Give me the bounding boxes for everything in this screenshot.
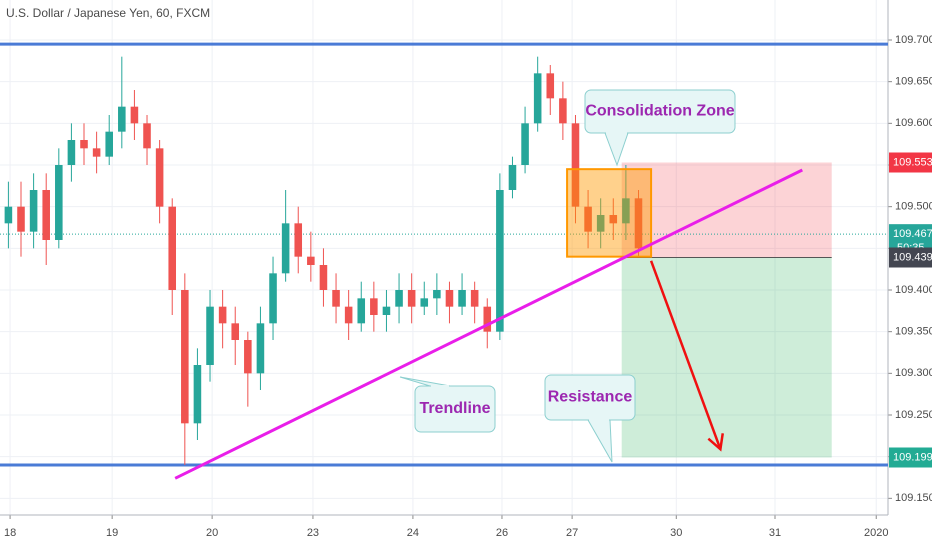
callout-box bbox=[584, 89, 736, 134]
candle-body bbox=[29, 190, 38, 232]
x-tick-label: 20 bbox=[206, 527, 218, 539]
candle-body bbox=[370, 298, 378, 315]
candle-body bbox=[470, 290, 479, 307]
consolidation-box bbox=[566, 168, 653, 258]
candle-body bbox=[206, 306, 214, 365]
candle-body bbox=[181, 290, 189, 424]
candle-body bbox=[4, 206, 13, 224]
x-tick-label: 26 bbox=[496, 527, 508, 539]
candle-body bbox=[319, 265, 328, 290]
y-tick-label: 109.150 bbox=[895, 492, 932, 504]
candle-body bbox=[231, 323, 240, 340]
price-label-box bbox=[889, 447, 932, 468]
candle-body bbox=[445, 290, 454, 307]
price-label-box bbox=[889, 247, 932, 268]
target-zone bbox=[621, 257, 832, 458]
price-label: 109.439 bbox=[893, 251, 932, 263]
candle-body bbox=[483, 306, 492, 332]
price-label: 109.553 bbox=[893, 156, 932, 168]
y-tick-label: 109.700 bbox=[895, 34, 932, 46]
callout-text: Consolidation Zone bbox=[585, 103, 734, 120]
candle-body bbox=[622, 198, 630, 224]
candle-body bbox=[307, 256, 315, 265]
candle-body bbox=[42, 190, 50, 240]
candle-body bbox=[496, 190, 504, 332]
x-tick-label: 24 bbox=[407, 527, 419, 539]
candle-body bbox=[269, 273, 277, 324]
candle-body bbox=[92, 148, 101, 157]
candle-body bbox=[332, 290, 340, 307]
candle-body bbox=[382, 306, 391, 315]
candle-body bbox=[571, 123, 580, 207]
candle-body bbox=[256, 323, 265, 374]
candle-body bbox=[218, 306, 227, 324]
candle-body bbox=[244, 340, 252, 374]
price-label: 109.467 bbox=[893, 228, 932, 240]
candle-body bbox=[80, 140, 88, 149]
price-label: 109.199 bbox=[893, 451, 932, 463]
trendline bbox=[174, 168, 803, 480]
candle-body bbox=[168, 206, 177, 290]
callout-box bbox=[414, 385, 496, 433]
candle-body bbox=[193, 365, 202, 424]
candle-body bbox=[118, 106, 126, 132]
candle-body bbox=[17, 206, 25, 232]
candle-body bbox=[546, 73, 555, 99]
y-tick-label: 109.650 bbox=[895, 76, 932, 88]
candle-body bbox=[344, 306, 353, 324]
candle-body bbox=[559, 98, 567, 124]
callout-tail bbox=[587, 419, 613, 463]
x-tick-label: 2020 bbox=[864, 527, 888, 539]
x-tick-label: 18 bbox=[4, 527, 16, 539]
price-label-box bbox=[889, 152, 932, 173]
y-tick-label: 109.350 bbox=[895, 326, 932, 338]
chart-title: U.S. Dollar / Japanese Yen, 60, FXCM bbox=[6, 6, 210, 20]
callout-tail bbox=[399, 376, 451, 387]
callout-text: Trendline bbox=[419, 400, 490, 417]
callout-text: Resistance bbox=[548, 389, 633, 406]
candle-body bbox=[55, 165, 63, 240]
candle-body bbox=[584, 206, 592, 232]
candle-body bbox=[596, 215, 605, 232]
candle-body bbox=[609, 215, 618, 224]
candle-body bbox=[155, 148, 164, 207]
candle-body bbox=[105, 131, 113, 157]
candle-body bbox=[281, 223, 290, 274]
x-tick-label: 23 bbox=[307, 527, 319, 539]
candle-body bbox=[407, 290, 416, 307]
candle-body bbox=[294, 223, 303, 257]
y-tick-label: 109.400 bbox=[895, 284, 932, 296]
candle-body bbox=[521, 123, 529, 165]
x-tick-label: 30 bbox=[670, 527, 682, 539]
arrow-head bbox=[707, 433, 724, 452]
x-tick-label: 27 bbox=[566, 527, 578, 539]
candle-body bbox=[357, 298, 366, 324]
candle-body bbox=[508, 165, 517, 190]
y-tick-label: 109.500 bbox=[895, 201, 932, 213]
arrow bbox=[649, 260, 722, 450]
y-tick-label: 109.300 bbox=[895, 367, 932, 379]
candle-body bbox=[67, 140, 76, 165]
candle-body bbox=[433, 290, 441, 299]
x-tick-label: 19 bbox=[106, 527, 118, 539]
x-tick-label: 31 bbox=[769, 527, 781, 539]
candle-body bbox=[395, 290, 403, 307]
candle-body bbox=[130, 106, 139, 124]
callout-tail bbox=[604, 132, 629, 167]
y-tick-label: 109.600 bbox=[895, 117, 932, 129]
candle-body bbox=[458, 290, 466, 307]
candle-body bbox=[143, 123, 151, 149]
candle-body bbox=[533, 73, 542, 124]
candle-body bbox=[634, 198, 643, 249]
candle-body bbox=[420, 298, 429, 307]
y-tick-label: 109.250 bbox=[895, 409, 932, 421]
